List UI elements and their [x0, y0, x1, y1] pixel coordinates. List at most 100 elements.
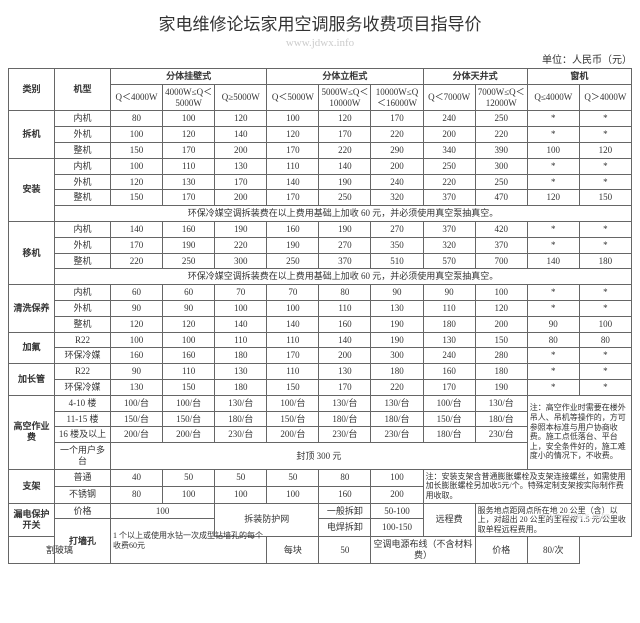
hdr-group-3: 窗机 — [527, 69, 631, 85]
jiafu-0-6: 130 — [423, 332, 475, 348]
zj-1-0: 80 — [111, 486, 163, 503]
jiafu-0-3: 110 — [267, 332, 319, 348]
yc-note: 服务地点距网点所在地 20 公里（含）以上，对超出 20 公里的里程按 1.5 … — [475, 503, 631, 537]
qingxi-model-1: 外机 — [55, 300, 111, 316]
jiafu-1-9: * — [579, 348, 631, 364]
hdr-col-0: Q＜4000W — [111, 84, 163, 111]
hdr-col-3: Q＜5000W — [267, 84, 319, 111]
anzhuang-1-9: * — [579, 174, 631, 190]
yiji-1-1: 190 — [163, 237, 215, 253]
zj-1-5: 200 — [371, 486, 423, 503]
anzhuang-0-7: 300 — [475, 158, 527, 174]
hdr-category: 类别 — [9, 69, 55, 111]
gb-unit: 每块 — [267, 537, 319, 564]
qingxi-0-8: * — [527, 285, 579, 301]
gk-2-7: 230/台 — [475, 427, 527, 443]
qingxi-1-8: * — [527, 300, 579, 316]
qingxi-0-1: 60 — [163, 285, 215, 301]
ld-pl: 价格 — [55, 503, 111, 519]
zj-1-1: 100 — [163, 486, 215, 503]
anzhuang-note: 环保冷媒空调拆装费在以上费用基础上加收 60 元，并必须使用真空泵抽真空。 — [55, 206, 632, 222]
jiafu-1-5: 300 — [371, 348, 423, 364]
anzhuang-2-3: 170 — [267, 190, 319, 206]
jiachang-0-2: 130 — [215, 364, 267, 380]
anzhuang-1-7: 250 — [475, 174, 527, 190]
chaiji-0-7: 250 — [475, 111, 527, 127]
jiafu-0-7: 150 — [475, 332, 527, 348]
jiachang-0-6: 160 — [423, 364, 475, 380]
anzhuang-1-6: 220 — [423, 174, 475, 190]
chaiji-2-4: 220 — [319, 142, 371, 158]
jiachang-model-0: R22 — [55, 364, 111, 380]
jiachang-1-7: 190 — [475, 379, 527, 395]
qingxi-0-3: 70 — [267, 285, 319, 301]
gk-1-0: 150/台 — [111, 411, 163, 427]
chaiji-1-4: 170 — [319, 127, 371, 143]
chaiji-0-4: 120 — [319, 111, 371, 127]
gk-1-3: 150/台 — [267, 411, 319, 427]
yiji-2-1: 250 — [163, 253, 215, 269]
jiafu-1-1: 160 — [163, 348, 215, 364]
jiachang-1-9: * — [579, 379, 631, 395]
anzhuang-model-1: 外机 — [55, 174, 111, 190]
yiji-2-9: 180 — [579, 253, 631, 269]
chaiji-1-9: * — [579, 127, 631, 143]
anzhuang-1-2: 170 — [215, 174, 267, 190]
gk-0-4: 130/台 — [319, 395, 371, 411]
hdr-group-0: 分体挂壁式 — [111, 69, 267, 85]
jiachang-0-1: 110 — [163, 364, 215, 380]
hdr-col-7: 7000W≤Q＜12000W — [475, 84, 527, 111]
jiafu-1-4: 200 — [319, 348, 371, 364]
yiji-0-7: 420 — [475, 221, 527, 237]
fh-r2v: 100-150 — [371, 519, 423, 537]
jiachang-1-8: * — [527, 379, 579, 395]
anzhuang-0-8: * — [527, 158, 579, 174]
chaiji-2-1: 170 — [163, 142, 215, 158]
qingxi-1-9: * — [579, 300, 631, 316]
qingxi-2-3: 140 — [267, 316, 319, 332]
qingxi-0-7: 100 — [475, 285, 527, 301]
qingxi-2-0: 120 — [111, 316, 163, 332]
qingxi-model-0: 内机 — [55, 285, 111, 301]
chaiji-1-7: 220 — [475, 127, 527, 143]
anzhuang-1-5: 240 — [371, 174, 423, 190]
chaiji-0-0: 80 — [111, 111, 163, 127]
yiji-2-6: 570 — [423, 253, 475, 269]
gk-1-6: 150/台 — [423, 411, 475, 427]
anzhuang-0-2: 130 — [215, 158, 267, 174]
qingxi-0-2: 70 — [215, 285, 267, 301]
gk-note: 注：高空作业时需要在楼外吊人、吊机等操作的，方可参照本标准与用户协商收费。施工点… — [527, 395, 631, 469]
jiafu-0-8: 80 — [527, 332, 579, 348]
jiafu-model-0: R22 — [55, 332, 111, 348]
hdr-group-1: 分体立柜式 — [267, 69, 423, 85]
price-table: 类别机型分体挂壁式分体立柜式分体天井式窗机Q＜4000W4000W≤Q＜5000… — [8, 68, 632, 564]
anzhuang-0-6: 250 — [423, 158, 475, 174]
qingxi-1-5: 130 — [371, 300, 423, 316]
jiachang-1-5: 220 — [371, 379, 423, 395]
gk-cap-l: 一个用户多台 — [55, 443, 111, 470]
gk-0-3: 100/台 — [267, 395, 319, 411]
chaiji-2-0: 150 — [111, 142, 163, 158]
qingxi-1-1: 90 — [163, 300, 215, 316]
anzhuang-1-4: 190 — [319, 174, 371, 190]
anzhuang-0-0: 100 — [111, 158, 163, 174]
bx-label: 空调电源布线（不含材料费） — [371, 537, 475, 564]
cat-qingxi: 清洗保养 — [9, 285, 55, 332]
yiji-model-1: 外机 — [55, 237, 111, 253]
jiachang-1-1: 150 — [163, 379, 215, 395]
watermark: www.jdwx.info — [8, 37, 632, 49]
yiji-1-7: 370 — [475, 237, 527, 253]
gk-m-0: 4-10 楼 — [55, 395, 111, 411]
anzhuang-1-1: 130 — [163, 174, 215, 190]
anzhuang-2-6: 370 — [423, 190, 475, 206]
jiafu-0-5: 190 — [371, 332, 423, 348]
gk-0-0: 100/台 — [111, 395, 163, 411]
jiafu-1-2: 180 — [215, 348, 267, 364]
chaiji-2-9: 120 — [579, 142, 631, 158]
qingxi-0-9: * — [579, 285, 631, 301]
zj-0-3: 50 — [267, 469, 319, 486]
gk-0-7: 130/台 — [475, 395, 527, 411]
jiafu-0-0: 100 — [111, 332, 163, 348]
yiji-0-3: 160 — [267, 221, 319, 237]
qingxi-2-4: 160 — [319, 316, 371, 332]
